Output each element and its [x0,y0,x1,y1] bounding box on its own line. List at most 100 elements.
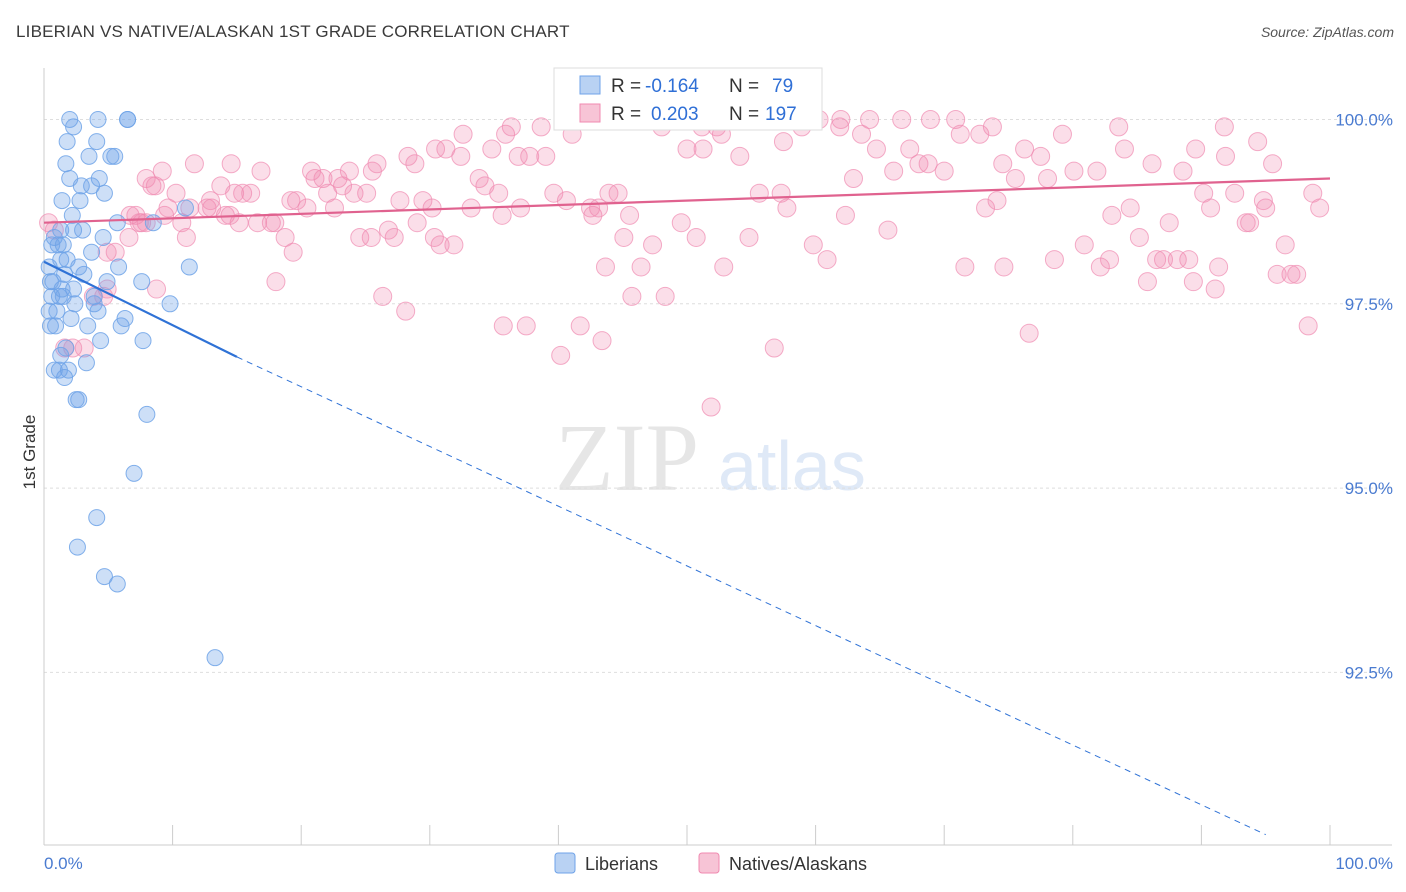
point-natives-8 [119,227,139,247]
point-natives-100 [677,139,697,159]
point-natives-176 [493,316,513,336]
point-liberians-21 [83,243,101,261]
point-natives-103 [701,397,721,417]
point-natives-126 [934,161,954,181]
point-natives-133 [994,257,1014,277]
y-tick-label-1: 95.0% [1345,479,1393,498]
legend-n-value-1: 79 [772,76,793,97]
point-liberians-53 [125,464,143,482]
point-natives-105 [714,257,734,277]
point-liberians-17 [176,199,194,217]
point-liberians-75 [44,273,62,291]
point-natives-62 [398,146,418,166]
point-natives-175 [1310,198,1330,218]
point-natives-69 [430,235,450,255]
point-natives-205 [987,191,1007,211]
trend-line-natives [43,177,1331,224]
legend-r-label-2: R = [611,104,641,125]
point-natives-58 [373,286,393,306]
point-natives-170 [1275,235,1295,255]
point-natives-127 [946,109,966,129]
point-natives-27 [200,191,220,211]
point-natives-165 [1248,132,1268,152]
point-liberians-55 [68,538,86,556]
point-natives-204 [918,154,938,174]
legend-n-label-2: N = [729,104,759,125]
point-liberians-61 [65,118,83,136]
point-natives-159 [1205,279,1225,299]
point-natives-203 [1209,257,1229,277]
point-liberians-58 [206,649,224,667]
point-liberians-32 [50,287,68,305]
point-natives-76 [492,205,512,225]
point-natives-147 [1120,198,1140,218]
point-natives-99 [671,213,691,233]
point-natives-191 [489,183,509,203]
bottom-legend-liberians: Liberians [585,854,658,874]
point-liberians-78 [50,361,68,379]
legend-n-label-1: N = [729,76,759,97]
point-natives-162 [1225,183,1245,203]
point-natives-125 [920,109,940,129]
watermark-atlas: atlas [718,427,866,505]
point-natives-184 [831,109,851,129]
point-natives-171 [1281,264,1301,284]
trend-line-liberians [43,260,238,358]
legend-r-value-2: 0.203 [651,104,699,125]
point-liberians-73 [94,228,112,246]
point-natives-117 [843,168,863,188]
point-liberians-35 [133,273,151,291]
y-axis-title: 1st Grade [20,415,39,490]
point-liberians-11 [71,192,89,210]
bottom-legend: Liberians Natives/Alaskans [554,852,867,874]
bottom-legend-swatch-liberians [554,852,576,874]
point-natives-119 [866,139,886,159]
axes [43,68,1392,846]
point-natives-190 [693,139,713,159]
point-natives-30 [221,154,241,174]
point-natives-35 [251,161,271,181]
point-liberians-60 [106,147,124,165]
point-natives-122 [892,109,912,129]
legend-r-value-1: -0.164 [645,76,699,97]
stats-legend: R = -0.164 N = 79 R = 0.203 N = 197 [553,67,823,131]
point-liberians-51 [70,391,88,409]
point-natives-36 [248,213,268,233]
legend-swatch-natives [579,103,601,123]
bottom-legend-swatch-natives [698,852,720,874]
point-natives-98 [655,286,675,306]
point-liberians-14 [108,214,126,232]
point-liberians-74 [61,169,79,187]
point-natives-51 [339,161,359,181]
point-liberians-45 [52,346,70,364]
point-liberians-57 [108,575,126,593]
point-liberians-3 [58,133,76,151]
point-natives-22 [176,227,196,247]
trend-lines [43,177,1331,836]
y-tick-label-3: 100.0% [1335,110,1393,129]
point-natives-101 [686,227,706,247]
point-natives-115 [830,117,850,137]
point-natives-198 [950,124,970,144]
point-natives-130 [976,198,996,218]
point-natives-142 [1087,161,1107,181]
point-natives-75 [482,139,502,159]
legend-n-value-2: 197 [765,104,797,125]
point-natives-182 [622,286,642,306]
point-natives-71 [451,146,471,166]
point-natives-144 [1102,205,1122,225]
point-natives-118 [852,124,872,144]
point-liberians-26 [110,258,128,276]
point-natives-200 [1100,250,1120,270]
point-natives-80 [516,316,536,336]
point-natives-151 [1154,250,1174,270]
point-natives-68 [426,139,446,159]
point-natives-55 [357,183,377,203]
point-natives-139 [1052,124,1072,144]
point-liberians-66 [49,236,67,254]
point-natives-172 [1287,264,1307,284]
point-natives-57 [367,154,387,174]
point-liberians-62 [52,221,70,239]
point-liberians-65 [41,317,59,335]
